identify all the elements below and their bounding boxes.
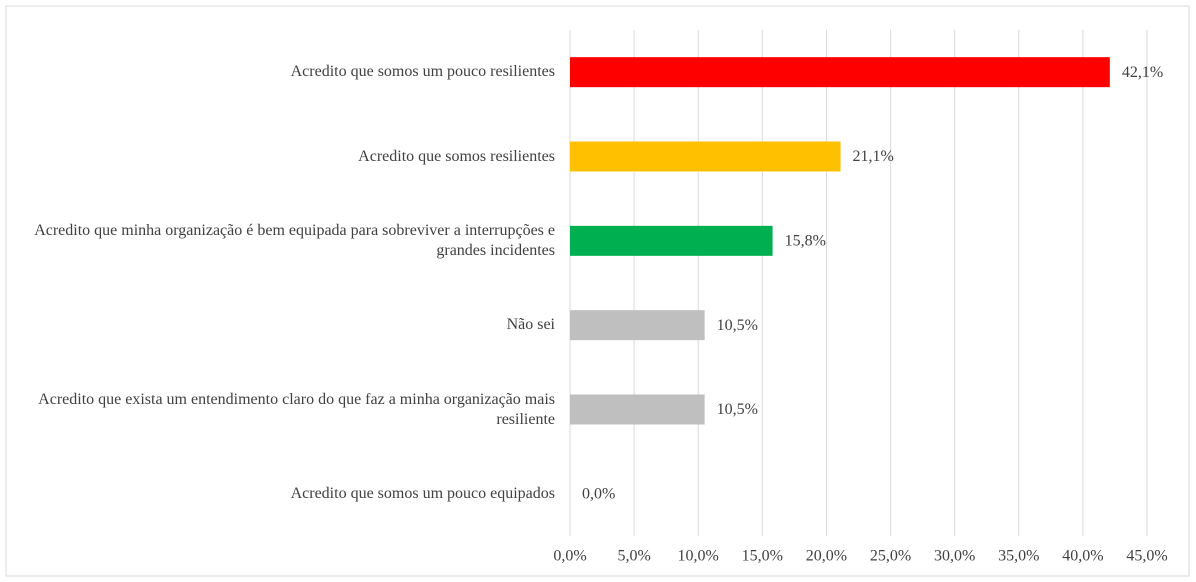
x-tick-label: 30,0% — [934, 548, 975, 565]
category-label: Acredito que somos resilientes — [358, 147, 555, 165]
value-label: 0,0% — [582, 486, 615, 503]
value-label: 42,1% — [1122, 64, 1163, 81]
bar — [570, 394, 705, 425]
x-tick-label: 20,0% — [806, 548, 847, 565]
x-tick-label: 0,0% — [553, 548, 586, 565]
bar — [570, 141, 841, 172]
x-tick-label: 10,0% — [678, 548, 719, 565]
value-label: 10,5% — [717, 317, 758, 334]
chart-border — [5, 5, 1190, 577]
bar — [570, 57, 1110, 88]
x-tick-label: 45,0% — [1126, 548, 1167, 565]
value-label: 15,8% — [785, 233, 826, 250]
x-tick-label: 35,0% — [998, 548, 1039, 565]
bar — [570, 310, 705, 341]
x-tick-label: 40,0% — [1062, 548, 1103, 565]
category-label: Acredito que minha organização é bem equ… — [34, 221, 555, 259]
bar — [570, 225, 773, 256]
x-tick-label: 25,0% — [870, 548, 911, 565]
category-label: Não sei — [506, 316, 555, 334]
category-label: Acredito que somos um pouco resilientes — [290, 63, 555, 81]
category-label: Acredito que exista um entendimento clar… — [38, 390, 555, 428]
category-label: Acredito que somos um pouco equipados — [290, 484, 555, 502]
x-tick-label: 5,0% — [617, 548, 650, 565]
value-label: 21,1% — [853, 148, 894, 165]
x-tick-label: 15,0% — [742, 548, 783, 565]
value-label: 10,5% — [717, 401, 758, 418]
